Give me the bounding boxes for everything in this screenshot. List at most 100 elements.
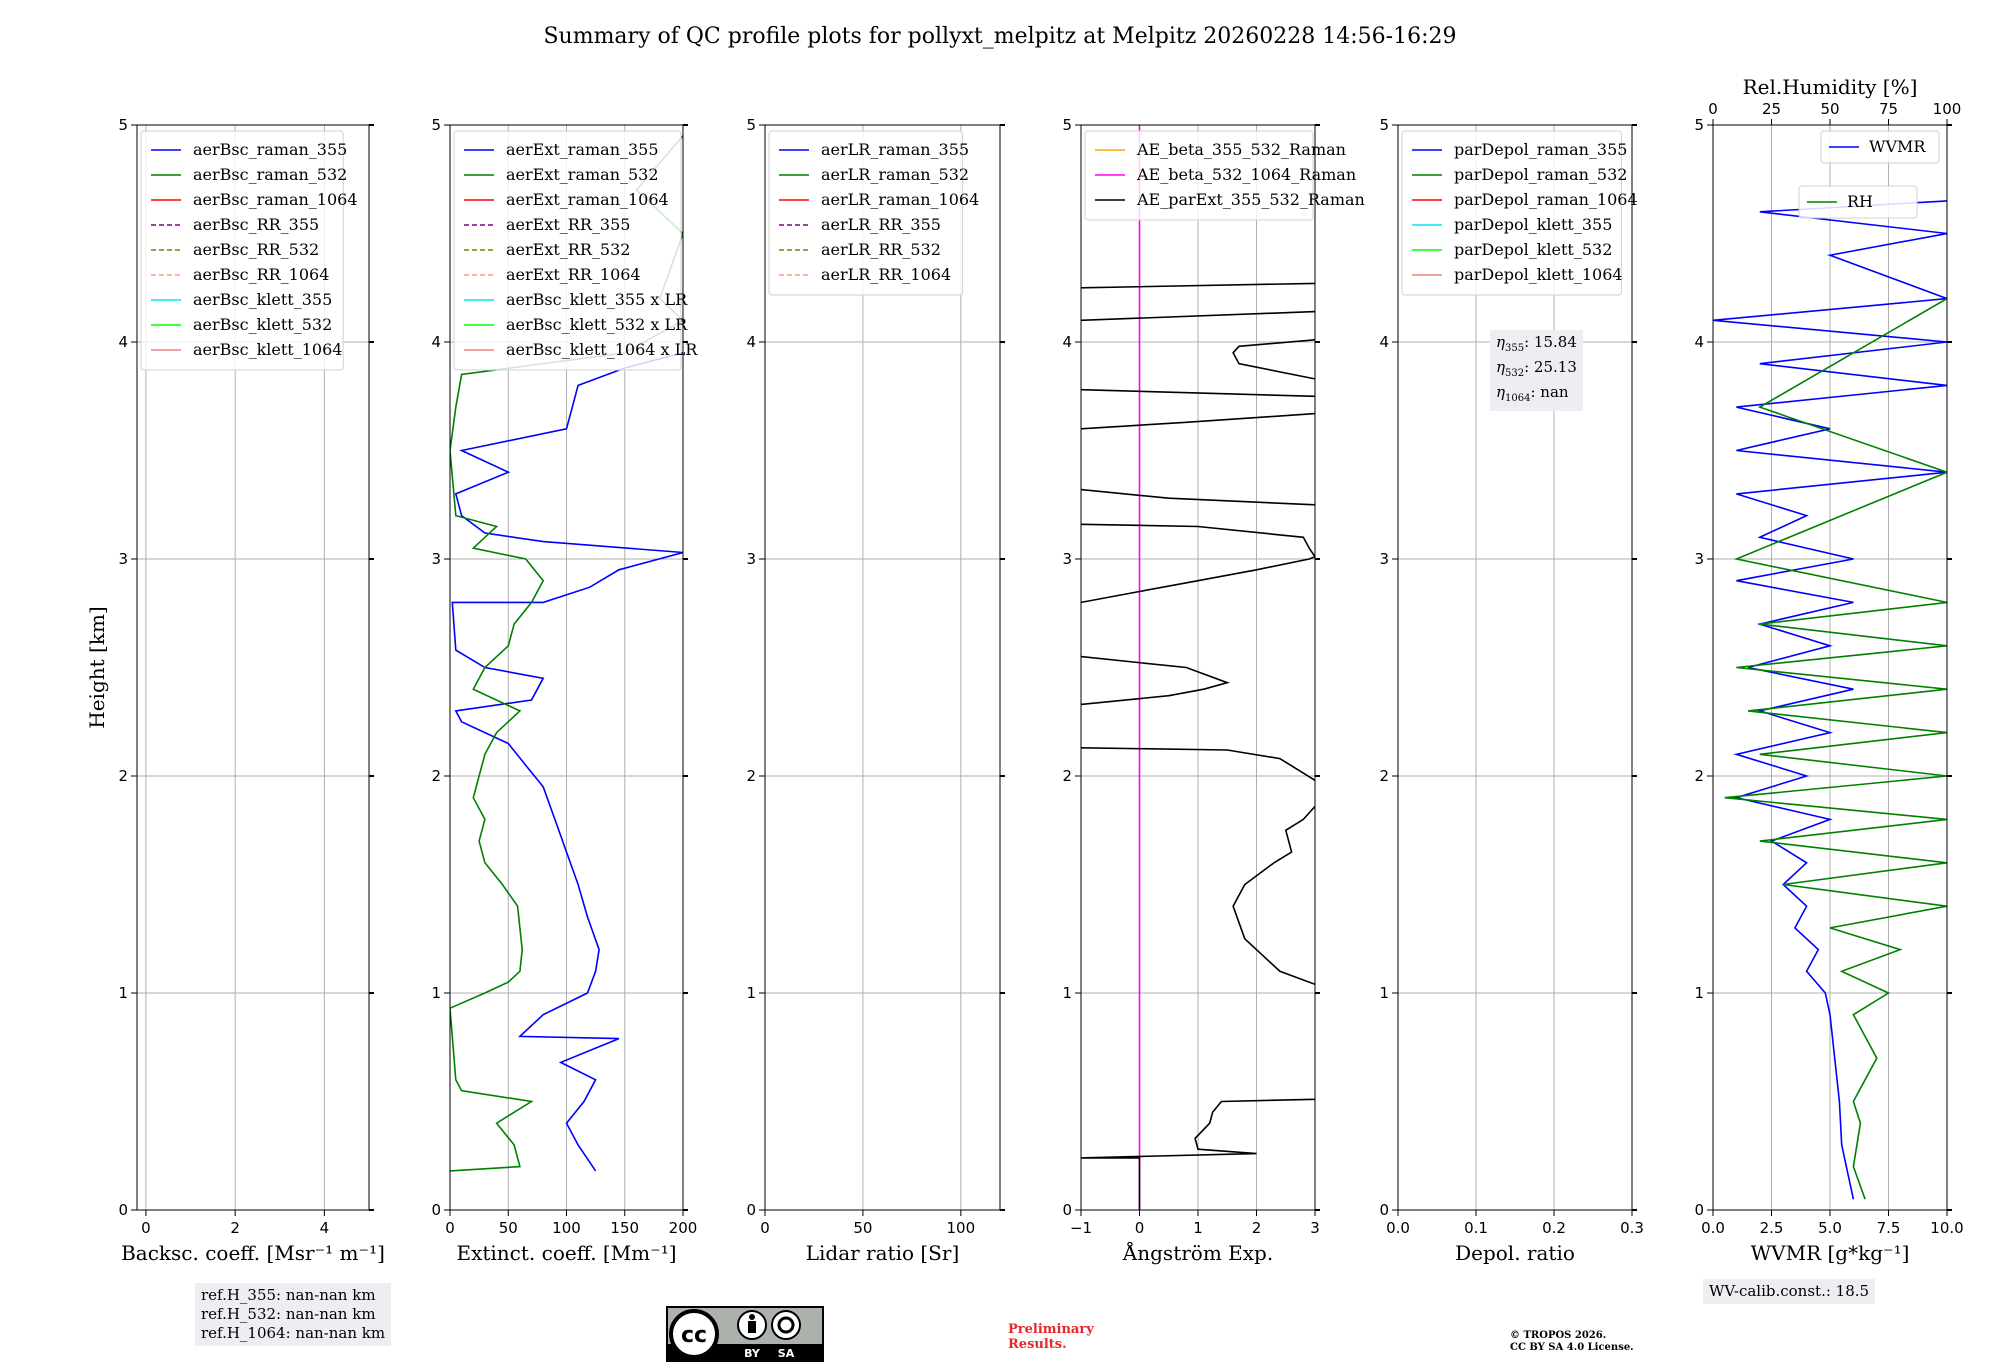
x-tick-label: 0: [1135, 1219, 1145, 1237]
legend-label: aerBsc_RR_355: [193, 215, 319, 234]
y-tick-label: 2: [118, 767, 128, 785]
copyright-line-1: © TROPOS 2026.: [1510, 1330, 1607, 1341]
cc-sa-text: SA: [778, 1347, 795, 1360]
cc-license-logo: cc BY SA: [666, 1306, 824, 1362]
y-tick-label: 5: [1694, 116, 1704, 134]
y-tick-label: 2: [746, 767, 756, 785]
y-tick-label: 1: [1694, 984, 1704, 1002]
legend-label: WVMR: [1869, 137, 1926, 156]
legend-box: [453, 130, 682, 371]
series-aerExt_raman_355: [451, 352, 683, 1172]
legend-label: aerExt_RR_355: [506, 215, 630, 234]
y-tick-label: 5: [118, 116, 128, 134]
panel-backscatter: 0 2 4 0 1 2 3 4 5 Backsc. coeff. [Msr⁻¹ m⁻¹] Heigh…: [85, 116, 385, 1265]
x-tick-label: 0.0: [1701, 1219, 1725, 1237]
legend-label: aerBsc_raman_532: [193, 165, 347, 184]
x-tick-label: 200: [669, 1219, 698, 1237]
axes-frame: [764, 124, 1001, 1211]
legend-label: aerBsc_klett_532: [193, 315, 332, 334]
top-tick-label: 0: [1708, 100, 1718, 118]
legend-label: aerLR_raman_532: [821, 165, 969, 184]
y-tick-label: 5: [1062, 116, 1072, 134]
eta-532-value: 25.13: [1533, 358, 1577, 376]
y-tick-label: 3: [1062, 550, 1072, 568]
series-WVMR: [1713, 200, 1947, 1200]
x-tick-label: 100: [552, 1219, 581, 1237]
legend-box: [140, 130, 344, 371]
x-tick-label: −1: [1070, 1219, 1092, 1237]
x-tick-label: 2.5: [1760, 1219, 1784, 1237]
preliminary-line-1: Preliminary: [1008, 1322, 1094, 1337]
figure-title: Summary of QC profile plots for pollyxt_…: [543, 24, 1456, 49]
x-tick-label: 5.0: [1818, 1219, 1842, 1237]
legend-box: [1820, 130, 1940, 164]
wv-calib-box: WV-calib.const.: 18.5: [1703, 1279, 1876, 1304]
legend-label: aerLR_raman_355: [821, 140, 969, 159]
legend-label: parDepol_klett_532: [1454, 240, 1612, 259]
x-tick-label: 1: [1193, 1219, 1203, 1237]
y-axis-label: Height [km]: [85, 606, 109, 728]
y-tick-label: 4: [1379, 333, 1389, 351]
eta-532: η532: 25.13: [1496, 358, 1577, 379]
x-axis-label: Depol. ratio: [1455, 1241, 1575, 1265]
cc-text: cc: [681, 1323, 707, 1348]
y-tick-label: 4: [746, 333, 756, 351]
x-axis-label: Extinct. coeff. [Mm⁻¹]: [456, 1241, 676, 1265]
x-tick-label: 0: [141, 1219, 151, 1237]
legend-label: parDepol_klett_355: [1454, 215, 1612, 234]
series-RH: [1724, 297, 1947, 1200]
y-tick-label: 1: [118, 984, 128, 1002]
cc-by-text: BY: [744, 1347, 761, 1360]
y-tick-label: 0: [118, 1201, 128, 1219]
y-tick-label: 3: [118, 550, 128, 568]
y-tick-label: 1: [1062, 984, 1072, 1002]
preliminary-line-2: Results.: [1008, 1337, 1067, 1352]
x-tick-label: 2: [230, 1219, 240, 1237]
legend-label: parDepol_klett_1064: [1454, 265, 1623, 284]
ref-h-532: ref.H_532: nan-nan km: [201, 1305, 376, 1323]
x-tick-label: 100: [947, 1219, 976, 1237]
x-tick-label: 2: [1252, 1219, 1262, 1237]
x-axis-label: Backsc. coeff. [Msr⁻¹ m⁻¹]: [121, 1241, 385, 1265]
panel-water_vapor: 0.0 2.5 5.0 7.5 10.0 0 1 2 3 4 5 WVMR [g*kg⁻¹] 0 25 50…: [1694, 75, 1963, 1265]
legend-label: aerExt_raman_532: [506, 165, 659, 184]
x-axis-label: Lidar ratio [Sr]: [806, 1241, 960, 1265]
legend-label: AE_beta_355_532_Raman: [1136, 140, 1346, 159]
x-axis-label: Ångström Exp.: [1122, 1240, 1273, 1265]
y-tick-label: 4: [431, 333, 441, 351]
legend-label: aerExt_raman_1064: [506, 190, 669, 209]
y-tick-label: 0: [1379, 1201, 1389, 1219]
axes-frame: [136, 124, 370, 1211]
eta-355-value: 15.84: [1533, 333, 1577, 351]
legend-label: aerBsc_raman_1064: [193, 190, 358, 209]
legend-label: aerBsc_klett_355 x LR: [506, 290, 688, 309]
y-tick-label: 5: [746, 116, 756, 134]
panel-lidar_ratio: 0 50 100 0 1 2 3 4 5 Lidar ratio [Sr] aerLR_raman_…: [746, 116, 1005, 1265]
legend-label: aerLR_RR_1064: [821, 265, 951, 284]
series-group: [1081, 125, 1315, 1210]
y-tick-label: 3: [746, 550, 756, 568]
y-tick-label: 0: [1062, 1201, 1072, 1219]
x-tick-label: 0: [760, 1219, 770, 1237]
legend-label: aerBsc_klett_1064: [193, 340, 342, 359]
series-group: [450, 135, 683, 1172]
x-tick-label: 0.3: [1620, 1219, 1644, 1237]
legend-label: aerExt_RR_1064: [506, 265, 641, 284]
legend-label: parDepol_raman_355: [1454, 140, 1627, 159]
x-tick-label: 4: [320, 1219, 330, 1237]
y-tick-label: 0: [431, 1201, 441, 1219]
legend-label: AE_parExt_355_532_Raman: [1136, 190, 1365, 209]
ref-h-355: ref.H_355: nan-nan km: [201, 1286, 376, 1304]
reference-height-box: ref.H_355: nan-nan km ref.H_532: nan-nan…: [195, 1283, 392, 1346]
eta-1064: η1064: nan: [1496, 383, 1569, 404]
legend-label: aerBsc_klett_1064 x LR: [506, 340, 698, 359]
legend-label: aerExt_raman_355: [506, 140, 659, 159]
panel-depolarization: 0.0 0.1 0.2 0.3 0 1 2 3 4 5 Depol. ratio parDepol_r…: [1379, 116, 1643, 1265]
eta-1064-value: nan: [1540, 383, 1569, 401]
legend-box: [768, 130, 964, 296]
top-tick-label: 25: [1762, 100, 1781, 118]
legend-box: [1401, 130, 1622, 296]
legend-box: [1798, 185, 1918, 219]
x-tick-label: 50: [853, 1219, 872, 1237]
legend-label: aerBsc_RR_532: [193, 240, 319, 259]
